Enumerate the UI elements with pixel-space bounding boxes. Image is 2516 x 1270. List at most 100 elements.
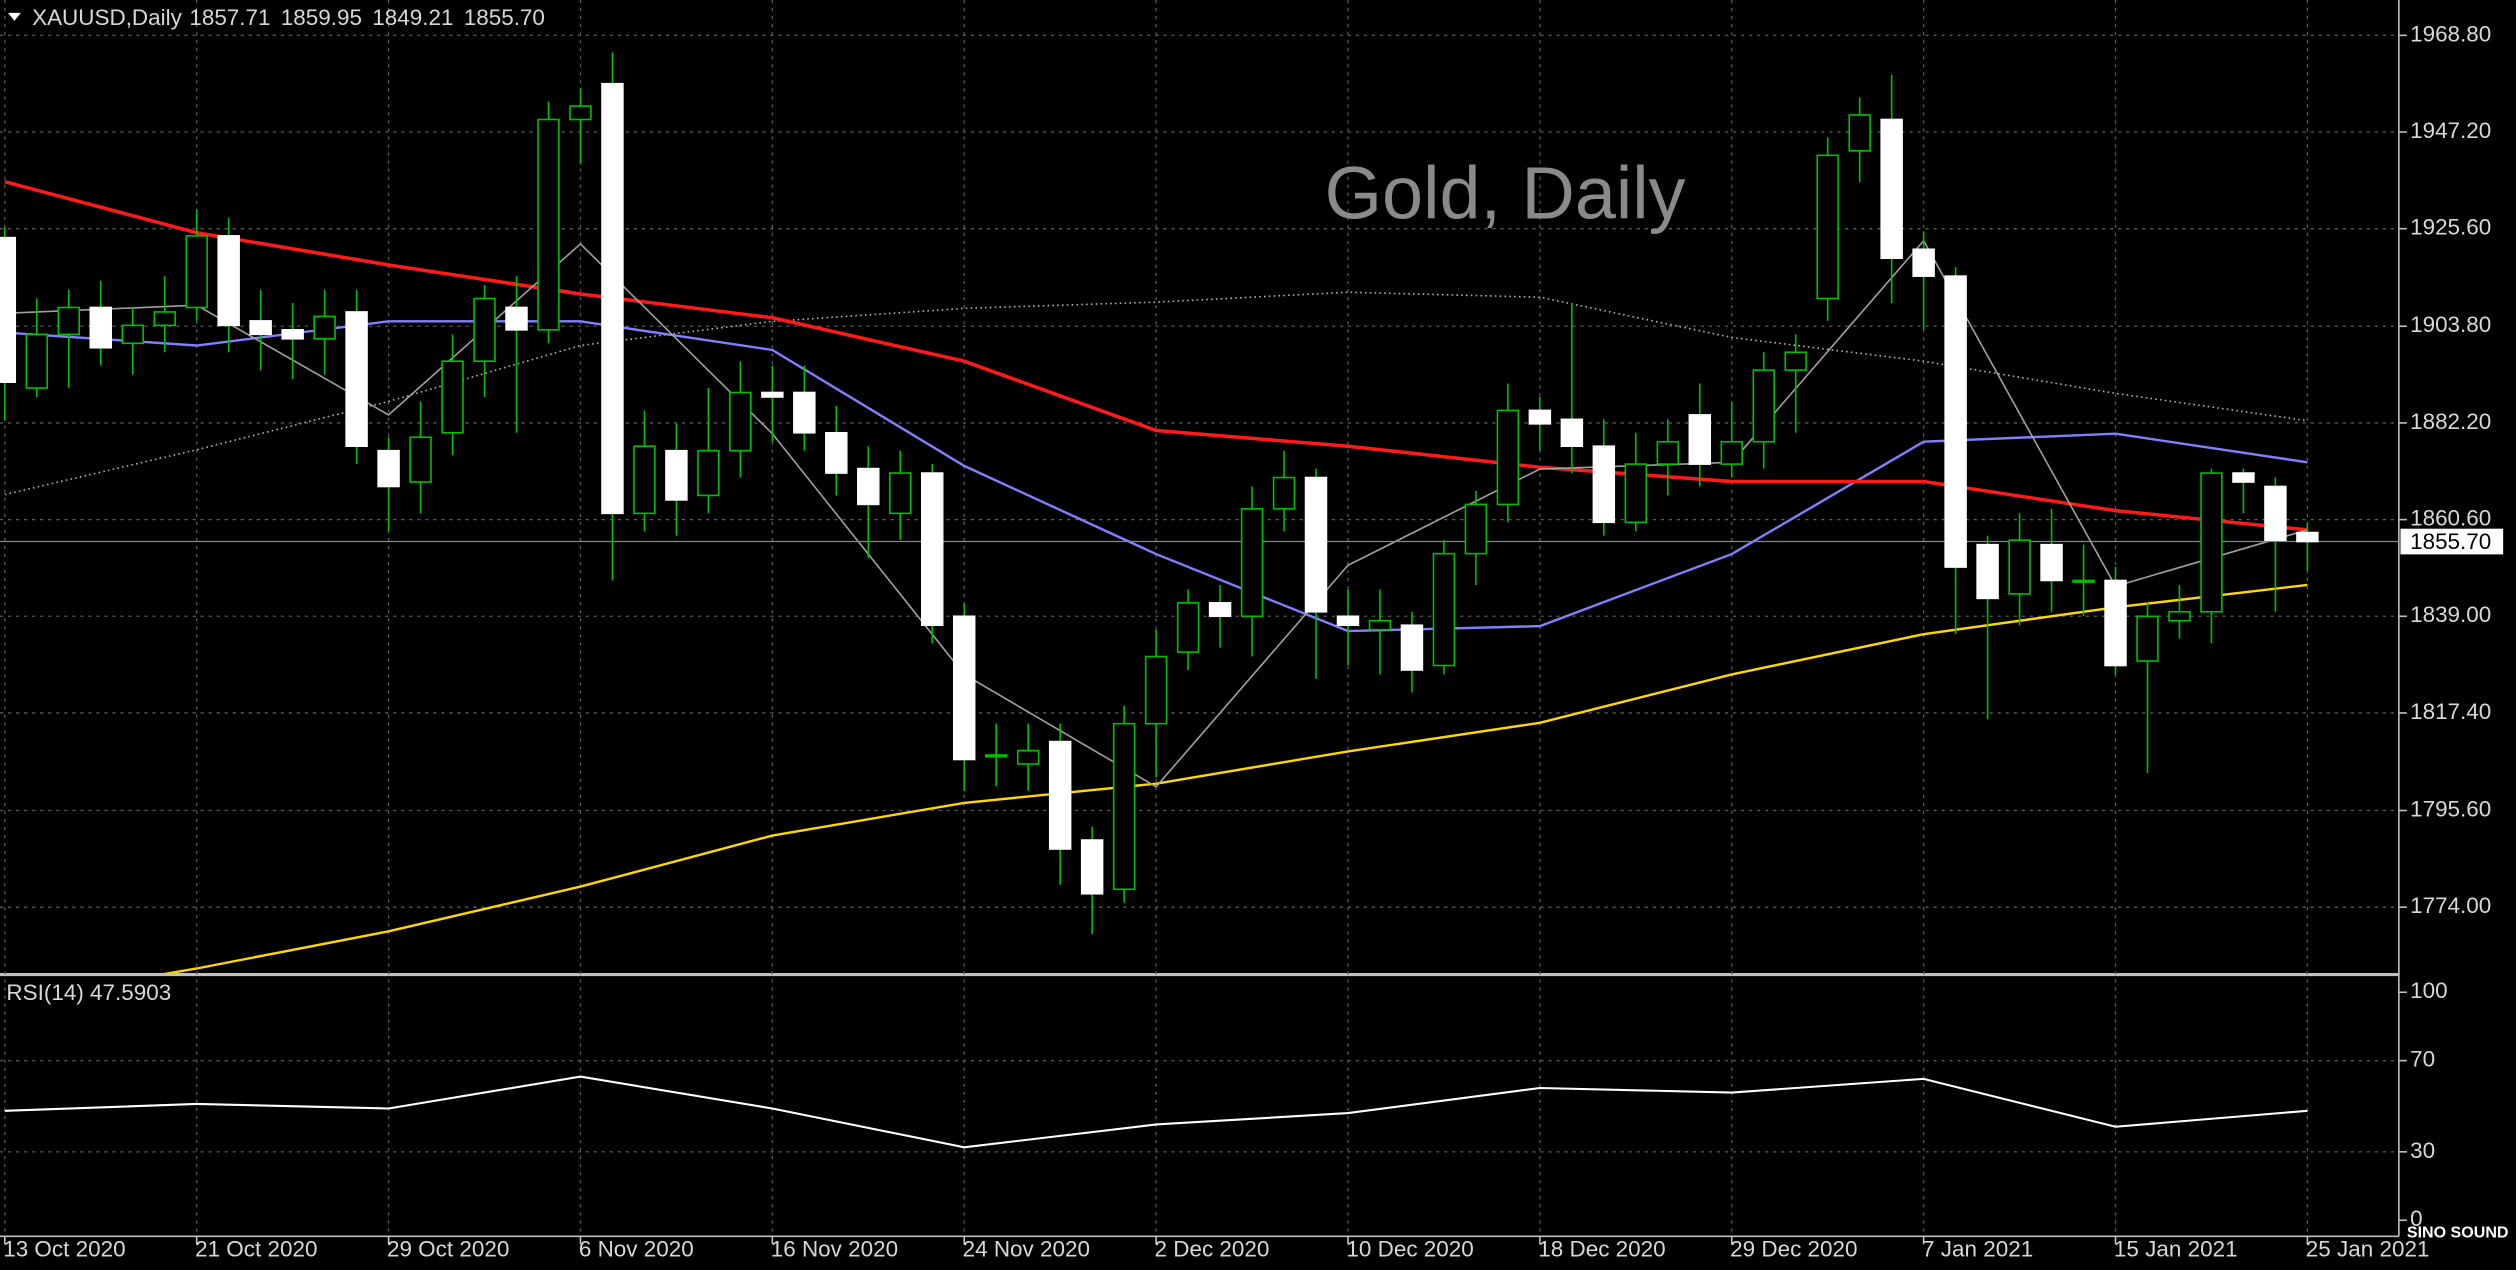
- candle-body: [1496, 409, 1520, 506]
- candle-body: [505, 306, 528, 331]
- candle-body: [1720, 440, 1743, 465]
- candle-body: [1624, 463, 1648, 524]
- candle-body: [0, 236, 17, 384]
- x-tick-label: 16 Nov 2020: [771, 1237, 898, 1262]
- candle-body: [1848, 114, 1871, 152]
- candle-body: [2072, 579, 2095, 583]
- candle-body: [1176, 602, 1200, 653]
- candle-body: [2008, 539, 2031, 595]
- candle-body: [761, 391, 784, 398]
- header-low: 1849.21: [372, 5, 453, 30]
- x-tick-label: 29 Dec 2020: [1730, 1237, 1857, 1262]
- y-tick-label: 1839.00: [2410, 602, 2491, 627]
- x-tick-label: 25 Jan 2021: [2306, 1237, 2430, 1262]
- y-tick-label: 1860.60: [2410, 506, 2491, 531]
- rsi-line: [4, 1075, 2308, 1149]
- candle-body: [1464, 503, 1488, 555]
- candle-body: [697, 449, 720, 497]
- candle-body: [281, 329, 304, 340]
- x-tick-label: 15 Jan 2021: [2114, 1237, 2238, 1262]
- candle-body: [217, 235, 240, 327]
- moving-average: [4, 291, 2308, 496]
- x-tick-label: 6 Nov 2020: [579, 1237, 694, 1262]
- candle-body: [1816, 154, 1839, 300]
- x-tick-label: 18 Dec 2020: [1538, 1237, 1665, 1262]
- header-close: 1855.70: [464, 5, 545, 30]
- y-tick-label: 1795.60: [2410, 796, 2491, 821]
- candle-body: [2136, 615, 2159, 662]
- candle-body: [1016, 749, 1040, 765]
- candle-body: [1400, 624, 1424, 671]
- candle-body: [89, 306, 112, 349]
- candle-body: [2104, 579, 2127, 667]
- last-price-box: [2400, 528, 2504, 555]
- candle-body: [537, 118, 560, 331]
- candle-body: [2040, 543, 2063, 582]
- candle-body: [825, 431, 848, 474]
- candle-body: [25, 333, 49, 389]
- candle-body: [1688, 414, 1712, 465]
- candle-body: [153, 311, 176, 327]
- candle-body: [1144, 655, 1168, 725]
- header-open: 1857.71: [189, 5, 270, 30]
- candle-body: [1976, 543, 1999, 600]
- candle-body: [889, 472, 912, 515]
- y-tick-label: 1947.20: [2410, 118, 2491, 143]
- rsi-title: RSI(14) 47.5903: [6, 980, 171, 1005]
- candle-body: [952, 615, 976, 761]
- last-price-label: 1855.70: [2410, 529, 2491, 554]
- logo: SINO SOUND: [2407, 1223, 2509, 1241]
- candle-body: [2168, 610, 2191, 622]
- candle-body: [185, 235, 208, 309]
- x-tick-label: 24 Nov 2020: [963, 1237, 1090, 1262]
- candle-body: [441, 360, 464, 434]
- candle-body: [2264, 485, 2287, 541]
- rsi-y-tick-label: 30: [2410, 1138, 2435, 1163]
- labels: Gold, Daily XAUUSD,Daily 1857.71 1859.95…: [3, 5, 2508, 1261]
- candle-body: [1208, 602, 1232, 618]
- candle-body: [1048, 740, 1072, 850]
- candle-body: [665, 449, 688, 501]
- candle-body: [57, 306, 81, 336]
- symbol: XAUUSD,Daily: [32, 5, 183, 30]
- candle-body: [793, 391, 816, 434]
- candle-body: [2232, 472, 2255, 483]
- candle-body: [1528, 409, 1552, 425]
- menu-arrow: [8, 12, 21, 21]
- candle-body: [121, 324, 144, 345]
- candle-body: [569, 105, 592, 121]
- y-tick-label: 1774.00: [2410, 893, 2491, 918]
- y-tick-label: 1903.80: [2410, 312, 2491, 337]
- candle-body: [249, 320, 272, 336]
- candle-body: [1912, 248, 1935, 277]
- rsi-y-tick-label: 0: [2410, 1206, 2422, 1231]
- y-tick-label: 1882.20: [2410, 409, 2491, 434]
- x-tick-label: 21 Oct 2020: [195, 1237, 317, 1262]
- candle-body: [2200, 472, 2223, 613]
- candle-body: [1272, 476, 1296, 510]
- candle-body: [1592, 445, 1616, 524]
- candle-body: [1080, 839, 1104, 895]
- candle-body: [377, 449, 400, 488]
- candle-body: [473, 297, 496, 362]
- rsi-y-tick-label: 70: [2410, 1047, 2435, 1072]
- candle-body: [345, 311, 368, 448]
- x-tick-label: 2 Dec 2020: [1155, 1237, 1270, 1262]
- y-tick-label: 1925.60: [2410, 215, 2491, 240]
- candle-body: [1336, 615, 1360, 627]
- candle-body: [601, 82, 624, 515]
- x-tick-label: 13 Oct 2020: [3, 1237, 125, 1262]
- candle-body: [729, 391, 752, 452]
- y-tick-label: 1968.80: [2410, 21, 2491, 46]
- price-marks: [0, 52, 2399, 973]
- candle-body: [1112, 722, 1136, 891]
- candle-body: [1240, 508, 1264, 618]
- candle-body: [1560, 418, 1584, 448]
- candle-body: [1368, 619, 1392, 631]
- candle-body: [1944, 275, 1967, 568]
- candle-body: [1784, 351, 1807, 371]
- candle-body: [921, 472, 944, 627]
